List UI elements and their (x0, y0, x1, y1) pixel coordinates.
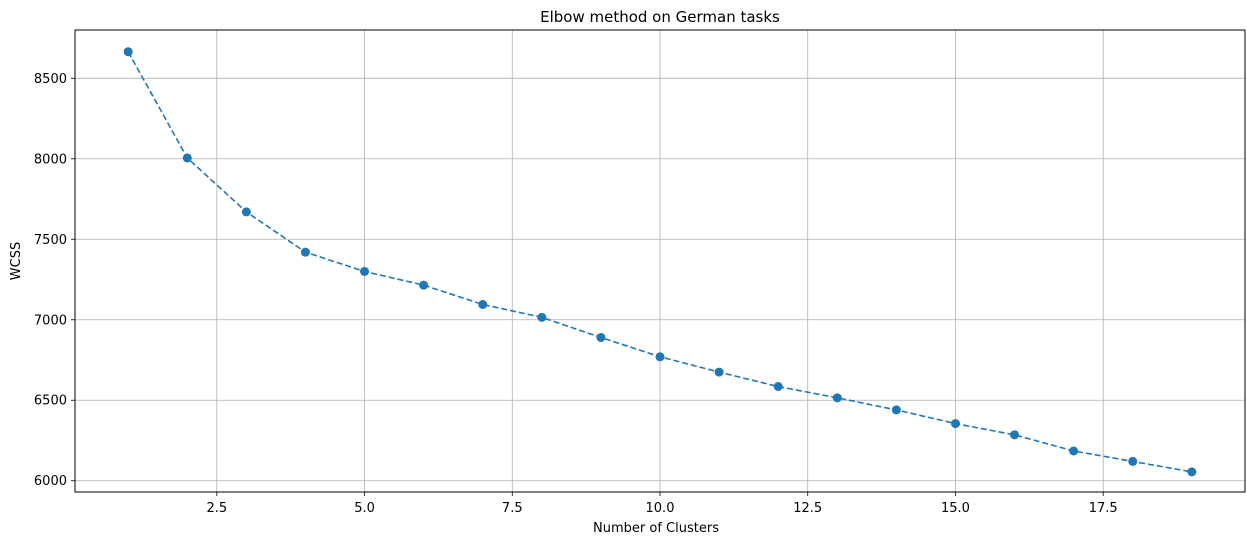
series-wcss (123, 47, 1197, 477)
y-tick-label: 8000 (34, 152, 67, 167)
data-point (1187, 467, 1197, 477)
data-point (832, 393, 842, 403)
y-tick-label: 8500 (34, 72, 67, 87)
data-point (655, 352, 665, 362)
x-axis-label: Number of Clusters (593, 521, 719, 536)
y-tick-label: 6000 (34, 474, 67, 489)
x-tick-label: 7.5 (502, 501, 523, 516)
x-tick-label: 12.5 (793, 501, 822, 516)
data-point (950, 419, 960, 429)
y-axis: 6000 6500 7000 7500 8000 8500 (34, 72, 75, 489)
data-point (360, 266, 370, 276)
data-point (182, 153, 192, 163)
data-point (1010, 430, 1020, 440)
data-point (300, 247, 310, 257)
x-tick-label: 5.0 (354, 501, 375, 516)
data-point (123, 47, 133, 57)
x-tick-label: 10.0 (646, 501, 675, 516)
grid (75, 30, 1245, 492)
y-axis-label: WCSS (9, 242, 24, 280)
x-tick-label: 17.5 (1089, 501, 1118, 516)
y-tick-label: 7500 (34, 233, 67, 248)
x-tick-label: 2.5 (206, 501, 227, 516)
x-tick-label: 15.0 (941, 501, 970, 516)
y-tick-label: 6500 (34, 394, 67, 409)
data-point (1069, 446, 1079, 456)
data-point (773, 382, 783, 392)
x-axis: 2.5 5.0 7.5 10.0 12.5 15.0 17.5 (206, 492, 1118, 516)
data-point (419, 280, 429, 290)
data-point (537, 312, 547, 322)
data-point (241, 207, 251, 217)
data-point (478, 299, 488, 309)
data-point (596, 332, 606, 342)
chart-title: Elbow method on German tasks (540, 8, 780, 26)
data-point (1128, 456, 1138, 466)
data-point (714, 367, 724, 377)
data-point (891, 405, 901, 415)
y-tick-label: 7000 (34, 313, 67, 328)
